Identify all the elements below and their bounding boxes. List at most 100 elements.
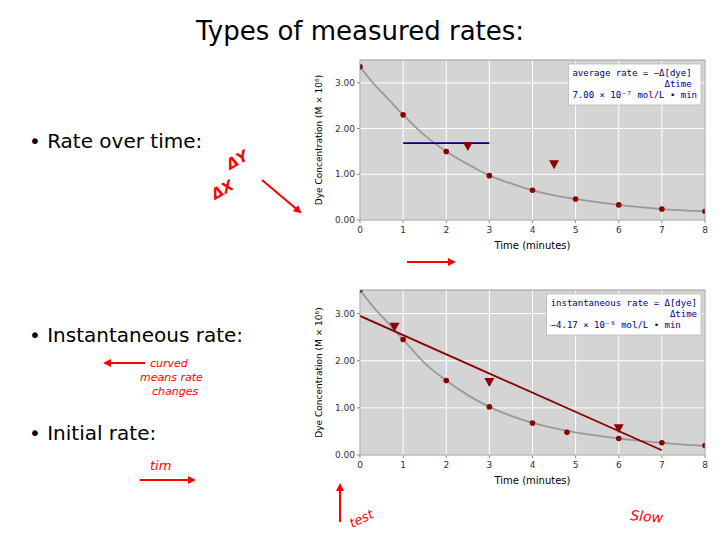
- bullet: • Instantaneous rate:: [29, 323, 243, 347]
- tick: [357, 220, 360, 221]
- point: [443, 378, 449, 384]
- triangle-marker: [484, 378, 494, 387]
- tick-label: 4: [530, 460, 536, 470]
- bullet: • Initial rate:: [29, 421, 156, 445]
- chart: 0123456780.001.002.003.00Time (minutes)D…: [314, 60, 708, 251]
- point: [702, 443, 705, 449]
- note: test: [347, 506, 377, 531]
- point: [616, 436, 622, 442]
- note-arrow: [339, 485, 341, 522]
- annotation-background: [547, 294, 701, 335]
- plot-frame: [360, 60, 705, 220]
- point: [659, 440, 665, 446]
- triangle-marker: [614, 424, 624, 433]
- point: [487, 404, 493, 410]
- annotation-background: [568, 64, 701, 105]
- point: [443, 149, 449, 155]
- note: tim: [150, 458, 171, 473]
- data-area: [360, 64, 705, 214]
- chart: 0123456780.001.002.003.00Time (minutes)D…: [314, 287, 708, 486]
- note-arrow: [105, 362, 145, 364]
- note: Slow: [630, 507, 665, 526]
- grid-line: [360, 407, 705, 408]
- grid-line: [360, 360, 705, 361]
- tick-label: 2.00: [335, 356, 355, 366]
- annotation-text: 7.00 × 10⁻⁷ mol/L • min: [572, 90, 697, 100]
- grid-line: [446, 290, 447, 455]
- point: [400, 112, 406, 118]
- plot-background: [360, 290, 705, 455]
- tick-label: 3: [487, 460, 493, 470]
- y-axis-label: Dye Concentration (M × 10⁶): [314, 75, 324, 205]
- line: [360, 316, 662, 450]
- annotation-text: average rate = −Δ[dye]: [572, 68, 691, 78]
- tick-label: 3: [487, 225, 493, 235]
- point: [564, 430, 570, 436]
- grid-line: [446, 60, 447, 220]
- annotation-box: average rate = −Δ[dye]Δtime7.00 × 10⁻⁷ m…: [568, 64, 701, 105]
- note-arrow: [262, 180, 300, 212]
- point: [530, 420, 536, 426]
- tick: [357, 455, 360, 456]
- bullet: • Rate over time:: [29, 129, 202, 153]
- annotation-text: −4.17 × 10⁻⁶ mol/L • min: [551, 320, 681, 330]
- tick-label: 2: [443, 225, 449, 235]
- note: means rate: [140, 371, 203, 384]
- annotation-box: instantaneous rate = Δ[dye]Δtime−4.17 × …: [547, 294, 701, 335]
- tick: [357, 128, 360, 129]
- note: changes: [152, 385, 198, 398]
- note: ΔX: [207, 176, 238, 204]
- tick: [357, 82, 360, 83]
- tick-label: 1.00: [335, 403, 355, 413]
- grid-line: [532, 60, 533, 220]
- tick-label: 7: [659, 460, 665, 470]
- annotation-text: Δtime: [670, 309, 697, 319]
- figure: Types of measured rates: • Rate over time…: [0, 0, 720, 540]
- point: [360, 64, 363, 70]
- point: [530, 187, 536, 193]
- tick-label: 6: [616, 460, 622, 470]
- plot-frame: [360, 290, 705, 455]
- tick-label: 0.00: [335, 450, 355, 460]
- title: Types of measured rates:: [195, 16, 524, 46]
- plot-background: [360, 60, 705, 220]
- point: [360, 290, 363, 293]
- triangle-marker: [390, 323, 400, 332]
- tick-label: 2.00: [335, 124, 355, 134]
- point: [616, 202, 622, 208]
- y-axis-label: Dye Concentration (M × 10⁶): [314, 307, 324, 437]
- grid-line: [360, 128, 705, 129]
- tick-label: 0: [357, 225, 363, 235]
- point: [487, 173, 493, 179]
- tick: [357, 313, 360, 314]
- note-arrow: [140, 479, 194, 481]
- line: [360, 290, 705, 446]
- triangle-marker: [463, 142, 473, 151]
- annotation-text: instantaneous rate = Δ[dye]: [551, 298, 697, 308]
- note: curved: [150, 357, 189, 370]
- point: [573, 196, 579, 202]
- grid-line: [403, 290, 404, 455]
- point: [659, 206, 665, 212]
- point: [702, 209, 705, 215]
- tick: [357, 360, 360, 361]
- triangle-marker: [549, 160, 559, 169]
- tick-label: 2: [443, 460, 449, 470]
- tick-label: 1.00: [335, 169, 355, 179]
- tick-label: 0.00: [335, 215, 355, 225]
- data-area: [360, 290, 705, 450]
- tick-label: 5: [573, 460, 579, 470]
- tick: [357, 174, 360, 175]
- tick-label: 3.00: [335, 78, 355, 88]
- grid-line: [489, 60, 490, 220]
- line: [403, 142, 489, 144]
- tick-label: 6: [616, 225, 622, 235]
- tick-label: 7: [659, 225, 665, 235]
- tick: [357, 407, 360, 408]
- tick-label: 1: [400, 225, 406, 235]
- x-axis-label: Time (minutes): [494, 475, 571, 486]
- tick-label: 8: [702, 460, 708, 470]
- note-arrow: [407, 261, 454, 263]
- annotation-text: Δtime: [665, 79, 692, 89]
- grid-line: [403, 60, 404, 220]
